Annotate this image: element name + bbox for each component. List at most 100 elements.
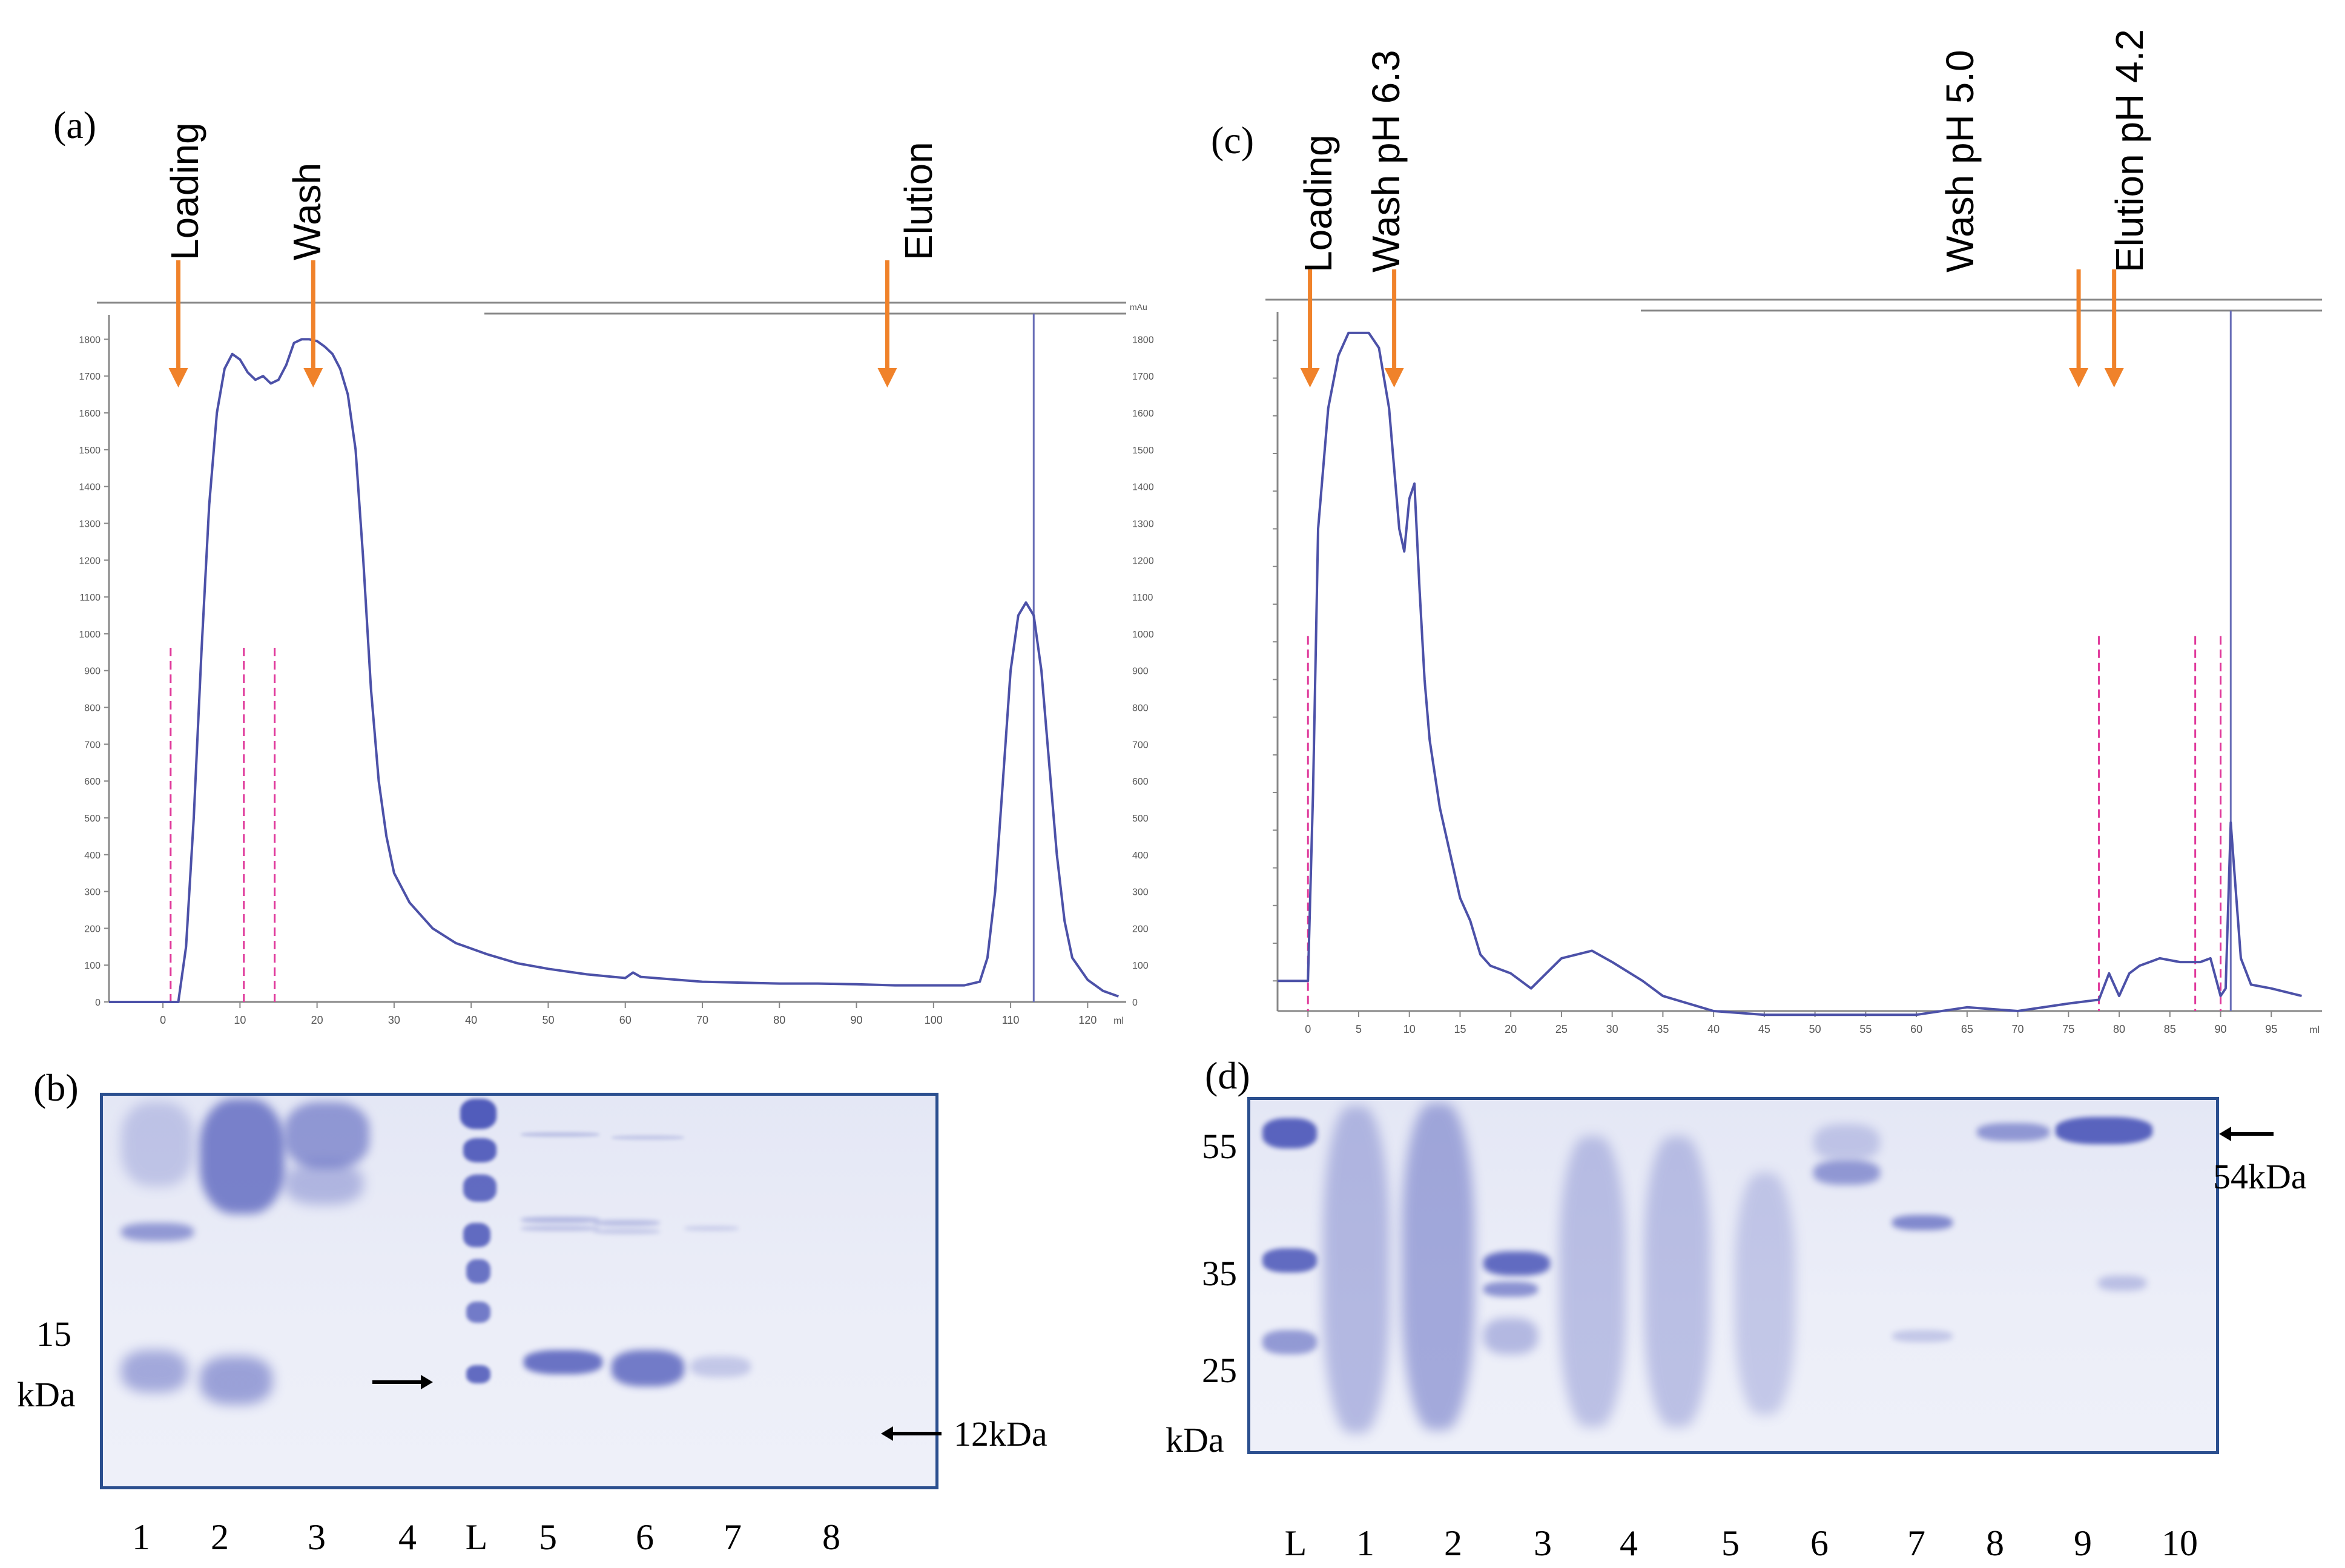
y-tick-label: 1500: [79, 446, 101, 456]
gel-d: [1247, 1097, 2219, 1454]
gel-band: [1262, 1248, 1317, 1273]
y-tick-label: 1000: [79, 630, 101, 640]
y-tick-label-right: 1100: [1132, 593, 1153, 603]
y-tick-label: 600: [84, 777, 101, 787]
gel-band: [121, 1350, 188, 1392]
gel-band: [466, 1365, 490, 1383]
gel-band: [285, 1102, 369, 1168]
gel-d-lane-label: 3: [1534, 1523, 1552, 1563]
gel-d-lane-label: 10: [2162, 1523, 2198, 1563]
y-tick-label-right: 1600: [1132, 409, 1154, 419]
y-tick-label: 200: [84, 924, 101, 934]
gel-band: [521, 1132, 599, 1137]
gel-band: [1483, 1282, 1538, 1297]
x-unit-label: ml: [2309, 1025, 2320, 1035]
panel-b-label: (b): [33, 1066, 79, 1109]
x-tick-label: 40: [465, 1014, 477, 1026]
y-tick-label-right: 1400: [1132, 483, 1154, 493]
y-unit-label: mAu: [1130, 302, 1147, 312]
gel-band: [121, 1223, 194, 1241]
x-tick-label: 80: [2113, 1023, 2125, 1035]
y-tick-label: 500: [84, 814, 101, 824]
gel-band: [1735, 1173, 1795, 1415]
annotation-wash-ph50: Wash pH 5.0: [1938, 50, 1982, 272]
gel-b-lane-label: L: [465, 1517, 488, 1557]
chart-c: 0 5 10 15 20 25 30 35 40 45 50 55 60 65 70 75 80 85 90 95 ml: [1265, 269, 2322, 1035]
gel-d-lane-label: L: [1284, 1523, 1307, 1563]
gel-band: [1977, 1123, 2050, 1141]
x-tick-label: 30: [1606, 1023, 1618, 1035]
y-tick-label: 0: [95, 998, 101, 1008]
gel-d-lane-label: 4: [1620, 1523, 1638, 1563]
gel-band: [1644, 1136, 1710, 1427]
y-tick-label-right: 600: [1132, 777, 1149, 787]
x-tick-label: 5: [1356, 1023, 1362, 1035]
gel-band: [1483, 1318, 1538, 1354]
gel-d-marker-54kda: 54kDa: [2213, 1157, 2307, 1196]
x-tick-label: 60: [619, 1014, 632, 1026]
gel-d-marker-35: 35: [1202, 1254, 1237, 1293]
gel-band: [200, 1099, 285, 1214]
x-tick-label: 90: [851, 1014, 863, 1026]
gel-b-lane-label: 8: [822, 1517, 840, 1557]
x-tick-label: 95: [2265, 1023, 2277, 1035]
x-tick-label: 100: [925, 1014, 943, 1026]
x-tick-label: 55: [1859, 1023, 1872, 1035]
x-tick-label: 45: [1758, 1023, 1770, 1035]
y-tick-label: 400: [84, 851, 101, 861]
y-tick-label: 100: [84, 961, 101, 971]
gel-d-marker-kda: kDa: [1166, 1420, 1224, 1460]
gel-band: [593, 1220, 660, 1226]
gel-band: [1483, 1251, 1550, 1276]
gel-b-lane-label: 2: [211, 1517, 229, 1557]
gel-band: [463, 1138, 496, 1162]
y-tick-label: 1600: [79, 409, 101, 419]
x-tick-label: 60: [1910, 1023, 1922, 1035]
down-arrow-icon: [2104, 269, 2124, 387]
gel-d-lane-label: 8: [1986, 1523, 2004, 1563]
y-tick-label: 700: [84, 740, 101, 750]
gel-d-lane-label: 1: [1356, 1523, 1374, 1563]
x-tick-label: 70: [2012, 1023, 2024, 1035]
annotation-elution-ph42: Elution pH 4.2: [2108, 28, 2151, 272]
y-tick-label-right: 1700: [1132, 372, 1154, 382]
gel-d-lane-label: 5: [1721, 1523, 1740, 1563]
y-tick-label: 1800: [79, 335, 101, 345]
y-tick-label-right: 1300: [1132, 519, 1154, 529]
gel-d-right-arrow-icon: [2219, 1125, 2274, 1143]
gel-d-lane-label: 2: [1444, 1523, 1462, 1563]
gel-b-lane-label: 1: [132, 1517, 150, 1557]
x-unit-label: ml: [1113, 1016, 1124, 1026]
x-tick-label: 50: [542, 1014, 554, 1026]
x-tick-label: 90: [2215, 1023, 2227, 1035]
gel-band: [593, 1229, 660, 1234]
down-arrow-icon: [877, 260, 897, 387]
gel-band: [524, 1350, 602, 1374]
x-tick-label: 40: [1707, 1023, 1720, 1035]
gel-band: [1813, 1161, 1880, 1185]
annotation-loading: Loading: [163, 122, 206, 260]
y-tick-label: 900: [84, 667, 101, 677]
x-tick-label: 10: [234, 1014, 246, 1026]
gel-band: [466, 1259, 490, 1283]
x-tick-label: 120: [1078, 1014, 1097, 1026]
x-tick-label: 110: [1002, 1014, 1020, 1026]
y-tick-label-right: 200: [1132, 924, 1149, 934]
x-tick-label: 50: [1809, 1023, 1821, 1035]
x-tick-label: 85: [2164, 1023, 2176, 1035]
panel-a-label: (a): [53, 104, 97, 147]
down-arrow-icon: [2069, 269, 2089, 387]
y-tick-label-right: 400: [1132, 851, 1149, 861]
gel-band: [1262, 1118, 1317, 1148]
gel-b-lane-label: 4: [398, 1517, 417, 1557]
chromatogram-trace: [109, 338, 1119, 1003]
panel-c-label: (c): [1211, 119, 1255, 162]
gel-band: [285, 1162, 363, 1205]
y-tick-label-right: 500: [1132, 814, 1149, 824]
gel-band: [463, 1223, 490, 1247]
y-tick-label: 1300: [79, 519, 101, 529]
y-tick-label-right: 100: [1132, 961, 1149, 971]
gel-b-marker-15: 15: [36, 1314, 71, 1354]
gel-band: [2056, 1117, 2152, 1144]
x-tick-label: 20: [311, 1014, 323, 1026]
